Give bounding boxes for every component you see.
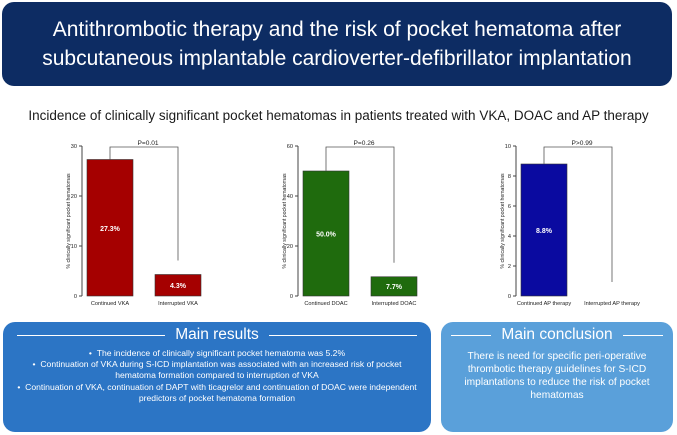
y-axis-label: % clinically significant pocket hematoma… — [500, 173, 506, 269]
page-title: Antithrombotic therapy and the risk of p… — [42, 18, 632, 70]
category-label: Continued VKA — [91, 301, 130, 307]
bar-continued — [520, 163, 568, 297]
y-tick-label: 20 — [71, 194, 77, 200]
y-tick-label: 10 — [505, 144, 511, 150]
heading-rule-left — [17, 334, 166, 336]
y-tick-label: 6 — [508, 204, 511, 210]
y-tick-label: 8 — [508, 174, 511, 180]
bar-interrupted — [370, 276, 418, 297]
y-tick-label: 10 — [71, 244, 77, 250]
p-value-label: P>0.99 — [571, 140, 592, 147]
y-tick-label: 40 — [287, 194, 293, 200]
main-conclusion-panel: Main conclusion There is need for specif… — [441, 322, 673, 432]
data-label: 7.7% — [386, 284, 403, 291]
chart-ap: % clinically significant pocket hematoma… — [500, 140, 640, 307]
main-results-heading: Main results — [175, 326, 259, 343]
y-tick-label: 0 — [290, 294, 293, 300]
y-axis-label: % clinically significant pocket hematoma… — [282, 173, 288, 269]
y-tick-label: 2 — [508, 264, 511, 270]
p-value-label: P=0.26 — [353, 140, 374, 147]
data-label: 27.3% — [100, 226, 121, 233]
data-label: 4.3% — [170, 283, 187, 290]
data-label: 50.0% — [316, 232, 337, 239]
significance-bracket — [543, 146, 613, 282]
category-label: Continued AP therapy — [517, 301, 572, 307]
conclusion-text: There is need for specific peri-operativ… — [464, 351, 650, 401]
significance-bracket — [325, 146, 395, 263]
y-tick-label: 0 — [74, 294, 77, 300]
heading-rule-left — [451, 334, 492, 336]
result-item: Continuation of VKA during S-ICD implant… — [17, 359, 417, 381]
data-label: 8.8% — [536, 228, 553, 235]
result-item: The incidence of clinically significant … — [17, 348, 417, 359]
bar-interrupted — [154, 274, 202, 297]
result-item: Continuation of VKA, continuation of DAP… — [17, 382, 417, 404]
chart-doac: % clinically significant pocket hematoma… — [282, 140, 418, 307]
chart-subtitle: Incidence of clinically significant pock… — [28, 108, 649, 123]
category-label: Interrupted AP therapy — [584, 301, 640, 307]
bar-continued — [302, 170, 350, 297]
y-tick-label: 60 — [287, 144, 293, 150]
category-label: Interrupted VKA — [158, 301, 198, 307]
y-tick-label: 20 — [287, 244, 293, 250]
main-results-panel: Main results The incidence of clinically… — [3, 322, 431, 432]
y-tick-label: 0 — [508, 294, 511, 300]
y-tick-label: 30 — [71, 144, 77, 150]
heading-rule-right — [268, 334, 417, 336]
bar-continued — [86, 159, 134, 297]
y-axis-label: % clinically significant pocket hematoma… — [66, 173, 72, 269]
category-label: Continued DOAC — [304, 301, 347, 307]
y-tick-label: 4 — [508, 234, 511, 240]
title-banner: Antithrombotic therapy and the risk of p… — [2, 2, 672, 86]
significance-bracket — [109, 146, 179, 261]
chart-vka: % clinically significant pocket hematoma… — [66, 140, 202, 307]
p-value-label: P=0.01 — [137, 140, 158, 147]
results-list: The incidence of clinically significant … — [3, 348, 431, 404]
main-conclusion-heading: Main conclusion — [501, 326, 613, 343]
category-label: Interrupted DOAC — [372, 301, 417, 307]
heading-rule-right — [622, 334, 663, 336]
